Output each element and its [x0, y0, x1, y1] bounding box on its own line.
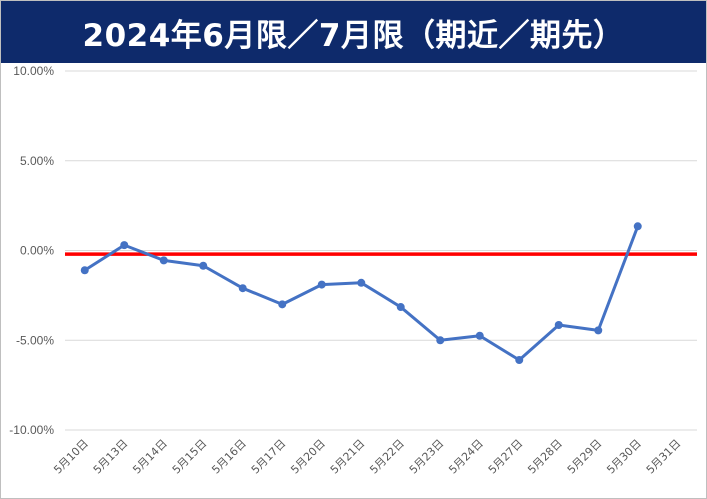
- data-point: [238, 284, 247, 293]
- data-point: [317, 280, 326, 289]
- y-tick-label: -5.00%: [16, 333, 54, 347]
- data-point: [120, 241, 129, 250]
- x-tick-label: 5月29日: [565, 437, 605, 477]
- x-tick-label: 5月13日: [91, 437, 131, 477]
- x-tick-label: 5月27日: [486, 437, 526, 477]
- data-point: [159, 256, 168, 265]
- x-tick-label: 5月24日: [446, 437, 486, 477]
- data-point: [475, 331, 484, 340]
- x-tick-label: 5月28日: [525, 437, 565, 477]
- title-bar: 2024年6月限／7月限（期近／期先）: [1, 1, 706, 63]
- y-tick-label: -10.00%: [9, 423, 54, 437]
- x-tick-label: 5月16日: [209, 437, 249, 477]
- data-point: [396, 303, 405, 312]
- x-tick-label: 5月14日: [130, 437, 170, 477]
- y-tick-label: 5.00%: [20, 154, 54, 168]
- data-point: [633, 222, 642, 231]
- x-tick-label: 5月22日: [367, 437, 407, 477]
- data-point: [80, 266, 89, 275]
- y-tick-label: 0.00%: [20, 244, 54, 258]
- x-tick-label: 5月15日: [170, 437, 210, 477]
- x-tick-label: 5月20日: [288, 437, 328, 477]
- x-tick-label: 5月23日: [407, 437, 447, 477]
- x-tick-label: 5月10日: [51, 437, 91, 477]
- data-point: [357, 278, 366, 287]
- data-point: [594, 326, 603, 335]
- data-point: [515, 355, 524, 364]
- x-tick-label: 5月21日: [328, 437, 368, 477]
- y-tick-label: 10.00%: [13, 64, 54, 78]
- x-tick-label: 5月17日: [249, 437, 289, 477]
- data-point: [436, 336, 445, 345]
- data-point: [199, 261, 208, 270]
- data-point: [554, 320, 563, 329]
- x-tick-label: 5月31日: [644, 437, 684, 477]
- data-point: [278, 300, 287, 309]
- chart-title: 2024年6月限／7月限（期近／期先）: [82, 17, 625, 54]
- x-tick-label: 5月30日: [604, 437, 644, 477]
